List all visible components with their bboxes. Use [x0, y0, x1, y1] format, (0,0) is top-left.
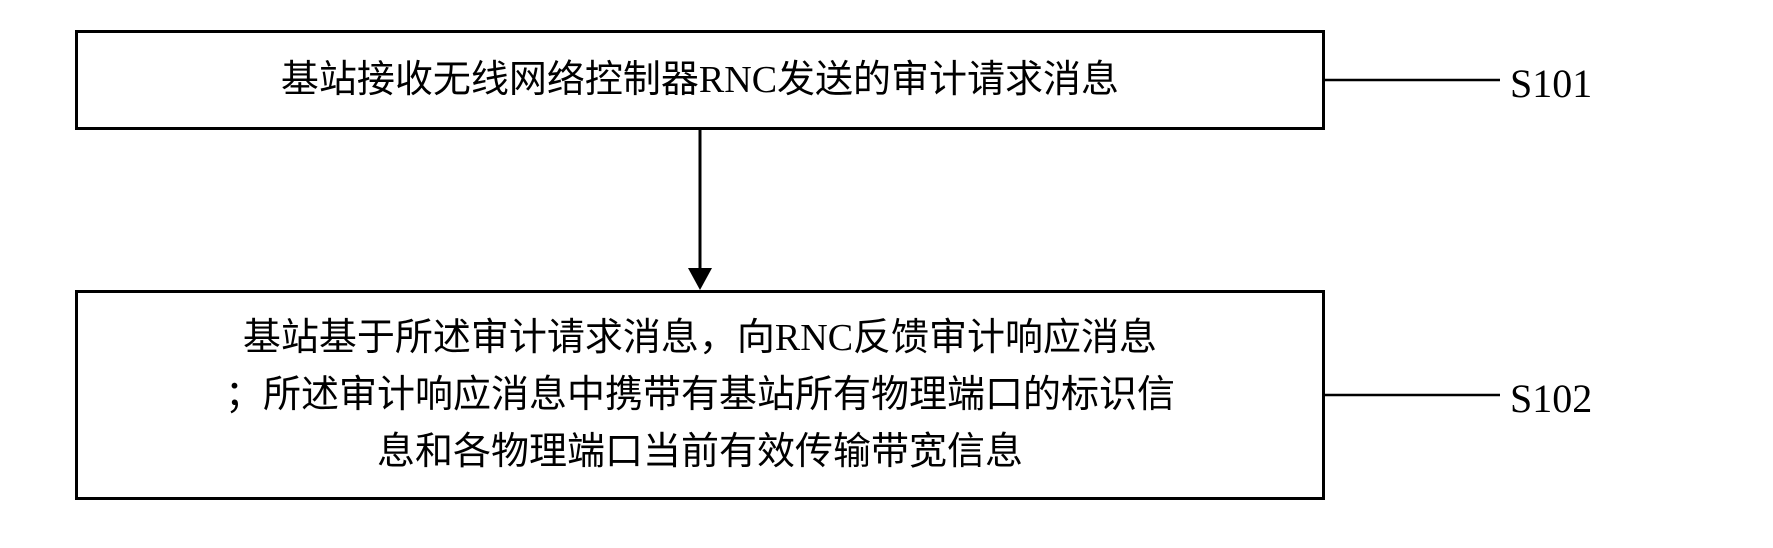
flow-node-s102-text: 基站基于所述审计请求消息，向RNC反馈审计响应消息 ；所述审计响应消息中携带有基… — [225, 310, 1175, 481]
leader-line-s101 — [1325, 60, 1505, 100]
leader-line-s102 — [1325, 375, 1505, 415]
flow-node-s101-text: 基站接收无线网络控制器RNC发送的审计请求消息 — [281, 52, 1119, 109]
step-label-s102: S102 — [1510, 375, 1592, 422]
edge-s101-s102 — [686, 130, 714, 290]
step-label-s101: S101 — [1510, 60, 1592, 107]
flowchart-canvas: 基站接收无线网络控制器RNC发送的审计请求消息 S101 基站基于所述审计请求消… — [0, 0, 1773, 548]
flow-node-s101: 基站接收无线网络控制器RNC发送的审计请求消息 — [75, 30, 1325, 130]
flow-node-s102: 基站基于所述审计请求消息，向RNC反馈审计响应消息 ；所述审计响应消息中携带有基… — [75, 290, 1325, 500]
